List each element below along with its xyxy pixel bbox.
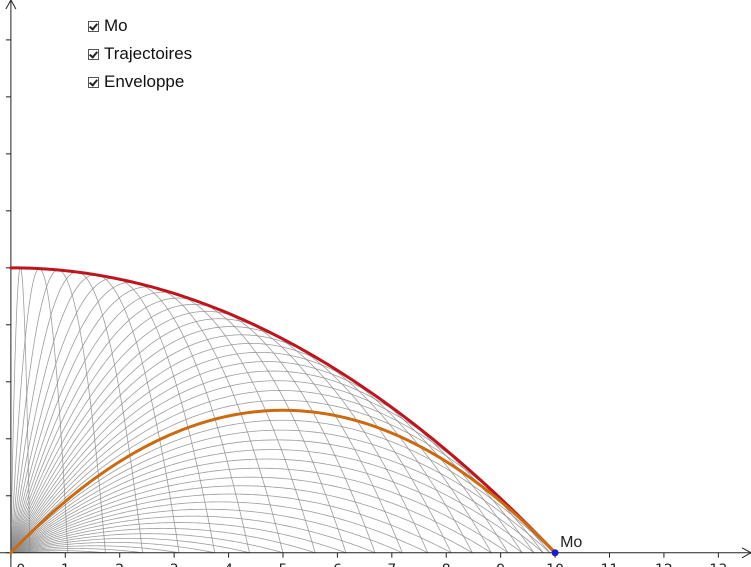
tick-labels: 0123456789101112130123456789 [0,33,727,567]
point-mo-label: Mo [560,534,582,551]
trajectory-curve-3 [10,548,143,554]
checkbox-mo[interactable]: Mo [88,12,192,40]
trajectory-curve-34 [10,304,376,553]
trajectory-curve-6 [10,537,250,554]
trajectory-curve-5 [10,541,215,554]
x-tick-label-9: 9 [496,562,505,567]
checkbox-enveloppe-label: Enveloppe [104,72,185,91]
trajectory-curve-36 [10,291,316,553]
y-tick-label-6: 6 [0,204,1,220]
y-tick-label-2: 2 [0,432,1,448]
y-axis-arrow [5,0,17,10]
y-tick-label-7: 7 [0,147,1,163]
trajectory-curve-2 [10,550,106,554]
trajectory-curve-33 [10,310,403,553]
x-tick-label-12: 12 [655,562,673,567]
x-tick-label-7: 7 [387,562,396,567]
trajectory-curve-12 [10,501,428,554]
trajectory-curve-7 [10,533,284,554]
x-tick-label-0: 0 [16,562,25,567]
point-mo-marker[interactable] [551,549,559,557]
x-tick-label-5: 5 [279,562,288,567]
y-tick-label-9: 9 [0,33,1,49]
y-tick-label-3: 3 [0,375,1,391]
highlight-curves [9,266,557,555]
y-tick-label-8: 8 [0,90,1,106]
x-tick-label-6: 6 [333,562,342,567]
trajectory-curve-10 [10,515,376,554]
highlighted-trajectory-curve [9,408,557,555]
trajectory-curve-13 [10,493,452,554]
trajectory-curve-39 [10,277,216,553]
x-tick-label-11: 11 [601,562,619,567]
envelope-curve [9,266,557,555]
checkbox-mo-box[interactable] [88,20,99,32]
x-tick-label-10: 10 [546,562,564,567]
trajectory-curve-27 [10,361,523,553]
x-tick-label-13: 13 [709,562,727,567]
x-tick-label-3: 3 [170,562,179,567]
trajectory-curve-20 [10,429,551,554]
y-tick-label-5: 5 [0,261,1,277]
x-tick-label-4: 4 [224,562,233,567]
checkbox-trajectoires-box[interactable] [88,48,99,60]
checkbox-trajectoires-label: Trajectoires [104,44,193,63]
y-tick-label-0: 0 [0,538,1,554]
trajectory-curve-28 [10,351,509,553]
checkbox-enveloppe-box[interactable] [88,76,99,88]
x-axis-arrow [741,547,751,559]
trajectory-curve-18 [10,449,535,554]
trajectory-curve-15 [10,476,492,554]
x-tick-label-1: 1 [61,562,70,567]
checkbox-trajectoires[interactable]: Trajectoires [88,40,192,68]
trajectory-curve-21 [10,419,555,554]
y-tick-label-4: 4 [0,318,1,334]
trajectory-curve-8 [10,528,316,554]
trajectory-curve-29 [10,343,492,553]
trajectory-curve-17 [10,458,523,554]
x-tick-label-8: 8 [442,562,451,567]
x-tick-label-2: 2 [115,562,124,567]
y-tick-label-1: 1 [0,489,1,505]
checkbox-enveloppe[interactable]: Enveloppe [88,68,192,96]
trajectory-curve-4 [10,545,180,554]
checkbox-panel: Mo Trajectoires Enveloppe [88,12,192,96]
checkbox-mo-label: Mo [104,16,128,35]
trajectory-curve-32 [10,318,429,553]
trajectory-curve-14 [10,485,473,554]
point-mo[interactable]: Mo [551,534,583,557]
